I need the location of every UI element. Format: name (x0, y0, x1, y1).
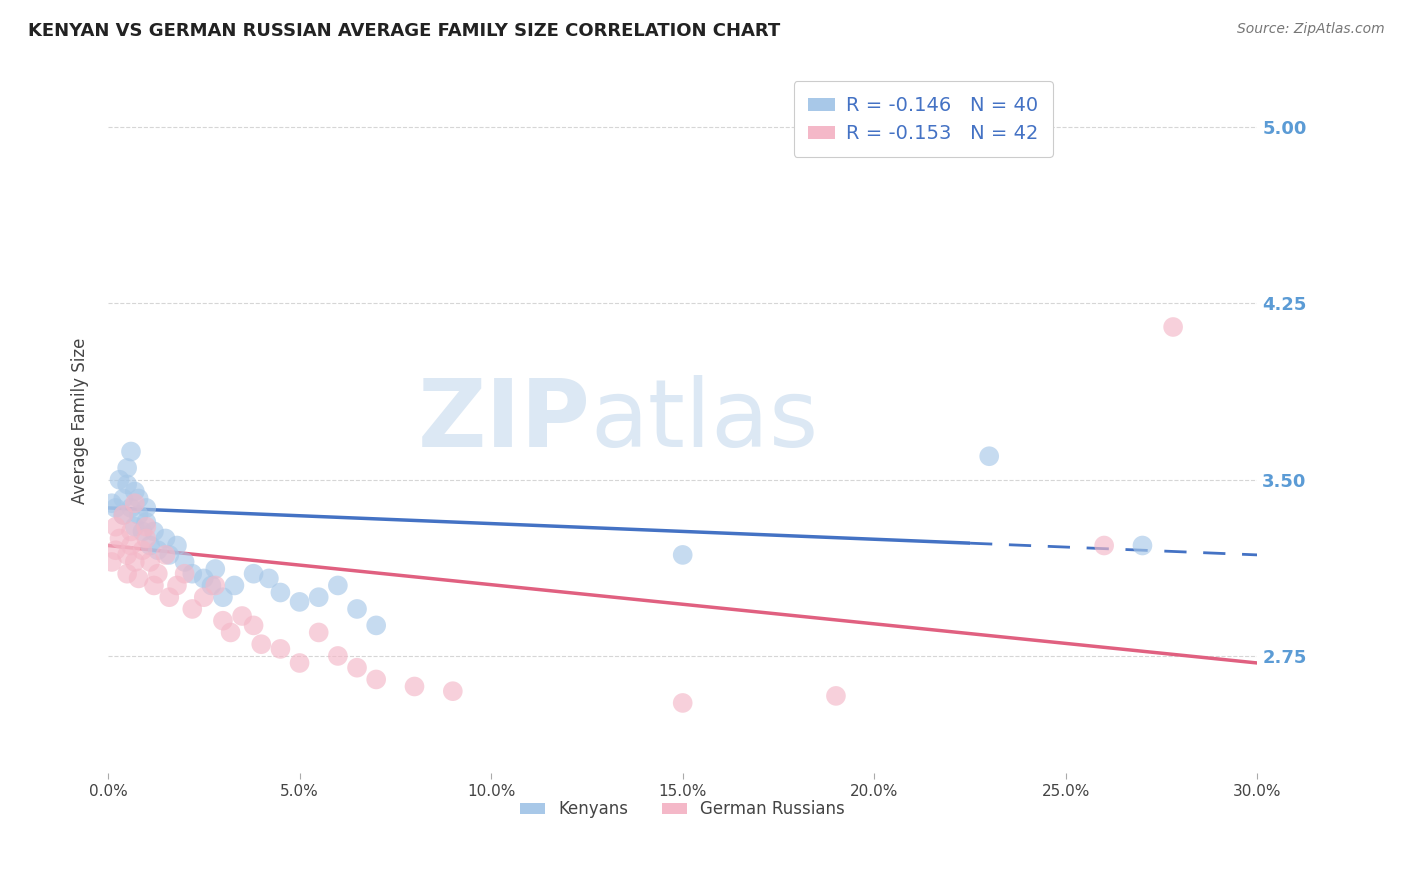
Point (346, 602, 368, 616)
Point (672, 696, 695, 710)
Point (326, 578, 349, 592)
Point (269, 641, 291, 656)
Point (101, 555, 124, 569)
Point (366, 618, 388, 632)
Point (124, 555, 146, 569)
Text: Source: ZipAtlas.com: Source: ZipAtlas.com (1237, 22, 1385, 37)
Point (204, 578, 226, 592)
Point (143, 578, 166, 592)
Point (108, 532, 131, 546)
Point (128, 491, 150, 506)
Point (288, 595, 311, 609)
Point (269, 585, 291, 599)
Point (146, 566, 169, 581)
Point (257, 571, 280, 585)
Point (1161, 320, 1184, 334)
Point (104, 500, 127, 515)
Point (212, 614, 235, 628)
Point (112, 491, 135, 506)
Point (346, 661, 368, 675)
Legend: Kenyans, German Russians: Kenyans, German Russians (513, 794, 852, 825)
Point (139, 555, 162, 569)
Point (404, 680, 426, 694)
Text: atlas: atlas (591, 375, 818, 467)
Point (128, 571, 150, 585)
Point (166, 578, 188, 592)
Point (242, 566, 264, 581)
Point (308, 625, 330, 640)
Point (115, 566, 138, 581)
Point (326, 648, 349, 663)
Point (366, 673, 388, 687)
Point (212, 591, 235, 605)
Point (104, 543, 127, 558)
Point (131, 543, 153, 558)
Point (124, 484, 146, 499)
Point (135, 500, 157, 515)
Point (308, 591, 330, 605)
Point (135, 532, 157, 546)
Point (143, 524, 166, 539)
Point (193, 591, 215, 605)
Text: KENYAN VS GERMAN RUSSIAN AVERAGE FAMILY SIZE CORRELATION CHART: KENYAN VS GERMAN RUSSIAN AVERAGE FAMILY … (28, 22, 780, 40)
Point (825, 689, 848, 703)
Point (112, 508, 135, 522)
Point (139, 539, 162, 553)
Point (157, 591, 180, 605)
Point (115, 548, 138, 562)
Point (173, 555, 195, 569)
Point (128, 508, 150, 522)
Point (204, 562, 226, 576)
Point (672, 548, 695, 562)
Point (120, 539, 142, 553)
Point (1092, 539, 1115, 553)
Point (101, 496, 124, 510)
Point (441, 684, 464, 698)
Point (155, 532, 177, 546)
Point (193, 571, 215, 585)
Point (173, 566, 195, 581)
Point (166, 539, 188, 553)
Point (219, 625, 242, 640)
Point (1132, 539, 1154, 553)
Point (120, 500, 142, 515)
Point (115, 477, 138, 491)
Point (200, 578, 222, 592)
Point (979, 449, 1001, 463)
Point (242, 618, 264, 632)
Point (288, 656, 311, 670)
Point (135, 515, 157, 529)
Point (181, 566, 204, 581)
Point (224, 578, 246, 592)
Point (146, 543, 169, 558)
Point (108, 473, 131, 487)
Point (135, 519, 157, 533)
Point (250, 637, 273, 651)
Point (120, 444, 142, 458)
Point (120, 524, 142, 539)
Point (157, 548, 180, 562)
Point (131, 524, 153, 539)
Point (181, 602, 204, 616)
Point (155, 548, 177, 562)
Point (104, 519, 127, 533)
Point (231, 609, 253, 624)
Text: ZIP: ZIP (418, 375, 591, 467)
Point (112, 508, 135, 522)
Point (124, 519, 146, 533)
Y-axis label: Average Family Size: Average Family Size (72, 338, 89, 504)
Point (124, 496, 146, 510)
Point (115, 461, 138, 475)
